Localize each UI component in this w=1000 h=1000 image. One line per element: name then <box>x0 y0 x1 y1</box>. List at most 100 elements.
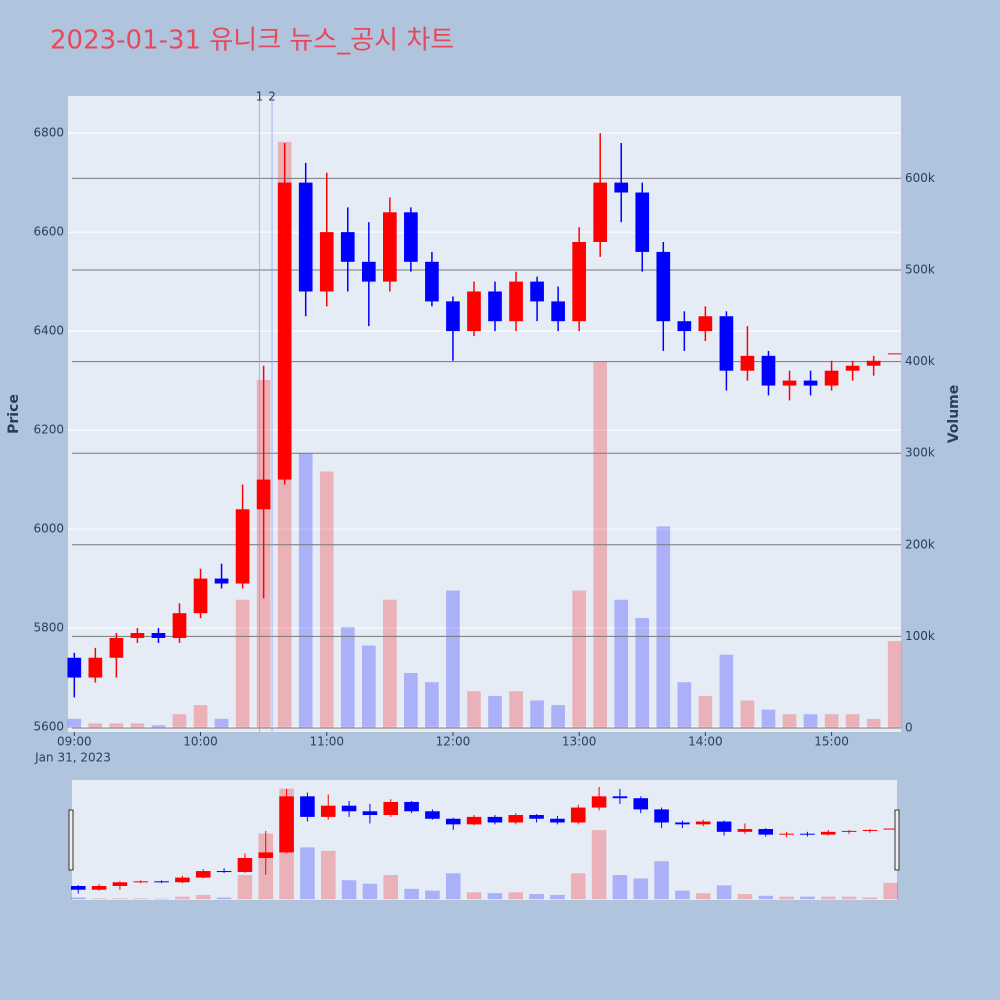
range-volume-bar <box>654 861 669 900</box>
range-volume-bar <box>716 885 732 900</box>
candle-body <box>467 291 481 332</box>
y-axis-title: Price <box>6 394 22 434</box>
range-candle-body <box>91 885 107 890</box>
candle-body <box>530 281 544 302</box>
volume-bar <box>88 723 103 728</box>
annotation-label: 2 <box>268 90 276 104</box>
volume-bar <box>383 599 397 728</box>
range-candle-body <box>216 871 232 873</box>
volume-bar <box>446 590 460 728</box>
range-candle-body <box>112 882 128 886</box>
range-candle-body <box>320 805 336 817</box>
range-candle-body <box>133 881 149 883</box>
range-volume-bar <box>529 894 544 900</box>
x-tick-label: 14:00 <box>688 735 723 749</box>
candle-body <box>277 182 292 480</box>
range-candle-body <box>695 821 711 825</box>
range-volume-bar <box>612 875 628 900</box>
range-candle-body <box>883 828 899 830</box>
candle-body <box>803 380 818 386</box>
range-volume-bar <box>570 873 586 900</box>
range-candle-body <box>404 801 419 812</box>
candle-body <box>572 242 586 322</box>
range-slider-background <box>72 780 897 900</box>
candle-body <box>593 182 608 243</box>
candle-body <box>193 578 208 614</box>
range-volume-bar <box>195 894 211 900</box>
range-candle-body <box>445 818 461 825</box>
range-candle-body <box>737 829 753 832</box>
range-candle-body <box>570 807 586 823</box>
volume-bar <box>866 718 881 728</box>
candle-body <box>488 291 502 322</box>
range-candle-body <box>195 871 211 878</box>
candle-body <box>446 301 460 332</box>
range-candle-body <box>612 796 628 799</box>
range-volume-bar <box>466 892 482 900</box>
range-volume-bar <box>820 896 836 900</box>
y-tick-label: 6600 <box>33 225 64 239</box>
y-tick-label: 6800 <box>33 126 64 140</box>
volume-bar <box>845 714 860 728</box>
candle-body <box>866 360 881 366</box>
range-volume-bar <box>800 896 815 900</box>
range-volume-bar <box>883 882 899 900</box>
candle-body <box>887 353 902 355</box>
volume-bar <box>235 599 250 728</box>
volume-bar <box>488 695 502 728</box>
candle-body <box>235 509 250 584</box>
range-candle-body <box>175 877 190 883</box>
range-volume-bar <box>862 897 878 900</box>
range-candle-body <box>466 816 482 825</box>
volume-bar <box>824 714 839 728</box>
candle-body <box>761 355 776 386</box>
volume-bar <box>67 718 82 728</box>
range-volume-bar <box>487 893 503 900</box>
candle-body <box>635 192 650 252</box>
range-volume-bar <box>404 888 419 900</box>
volume-bar <box>151 725 166 728</box>
candle-body <box>340 232 355 262</box>
volume-bar <box>782 714 797 728</box>
y-tick-label: 6000 <box>33 522 64 536</box>
y2-tick-label: 200k <box>905 537 935 551</box>
range-candle-body <box>362 811 378 816</box>
range-volume-bar <box>633 878 649 900</box>
candle-body <box>151 633 166 638</box>
volume-bar <box>193 705 208 728</box>
range-candle-body <box>258 852 274 858</box>
range-candle-body <box>862 829 878 831</box>
volume-bar <box>172 714 187 728</box>
candle-body <box>404 212 418 262</box>
range-candle-body <box>820 831 836 835</box>
range-candle-body <box>800 833 815 835</box>
range-candle-body <box>675 822 690 825</box>
volume-bar <box>530 700 544 728</box>
range-candle-body <box>300 796 315 817</box>
y2-tick-label: 500k <box>905 263 935 277</box>
y-tick-label: 6400 <box>33 324 64 338</box>
range-candle-body <box>758 829 774 835</box>
range-volume-bar <box>70 897 86 900</box>
range-volume-bar <box>112 898 128 900</box>
volume-bar <box>467 691 481 728</box>
range-candle-body <box>654 809 669 823</box>
candle-body <box>656 251 671 322</box>
range-volume-bar <box>841 896 857 900</box>
range-volume-bar <box>341 880 357 900</box>
candle-body <box>298 182 313 292</box>
range-volume-bar <box>591 830 607 900</box>
candle-body <box>256 479 271 510</box>
candle-body <box>845 365 860 371</box>
range-candle-body <box>487 816 503 823</box>
x-tick-label: 10:00 <box>183 735 218 749</box>
range-candle-body <box>591 796 607 808</box>
range-volume-bar <box>550 894 565 900</box>
volume-bar <box>572 590 586 728</box>
candle-body <box>614 182 629 193</box>
volume-bar <box>509 691 523 728</box>
candle-body <box>383 212 397 282</box>
candle-body <box>509 281 523 322</box>
volume-bar <box>214 718 229 728</box>
